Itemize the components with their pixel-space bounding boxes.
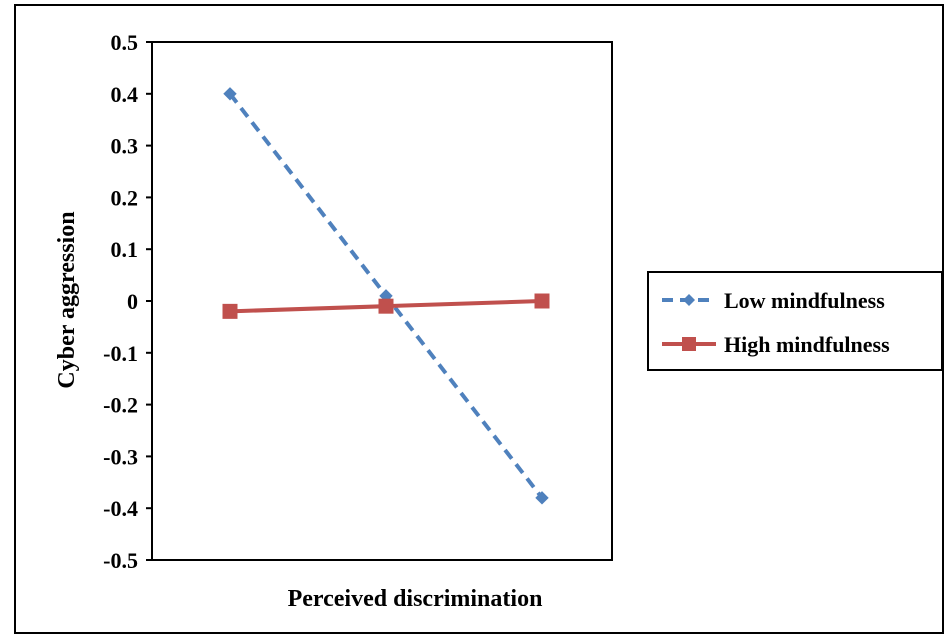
- y-tick-label: 0.3: [111, 134, 139, 159]
- y-tick-label: -0.2: [103, 393, 138, 418]
- series-layer: [222, 87, 550, 505]
- data-point-marker: [535, 491, 549, 505]
- y-axis: 0.5 0.4 0.3 0.2 0.1 0 -0.1 -0.2 -0.3 -0.4 -0.5: [103, 30, 152, 573]
- data-point-marker: [534, 293, 550, 309]
- series-high-mindfulness: [222, 293, 550, 319]
- y-tick-label: -0.4: [103, 496, 138, 521]
- legend-label: High mindfulness: [724, 332, 890, 357]
- y-tick-label: 0.1: [111, 237, 139, 262]
- y-axis-title: Cyber aggression: [54, 211, 80, 388]
- x-axis-title: Perceived discrimination: [288, 586, 543, 612]
- legend-swatch-marker: [682, 337, 696, 351]
- y-tick-label: -0.1: [103, 341, 138, 366]
- series-low-mindfulness: [223, 87, 549, 505]
- legend-box: [647, 271, 943, 371]
- y-tick-label: -0.3: [103, 444, 138, 469]
- legend-label: Low mindfulness: [724, 288, 885, 313]
- data-point-marker: [222, 303, 238, 319]
- data-point-marker: [378, 298, 394, 314]
- data-point-marker: [223, 87, 237, 101]
- y-tick-label: 0.5: [111, 30, 139, 55]
- legend-swatch-marker: [683, 294, 695, 306]
- y-tick-label: 0.4: [111, 82, 139, 107]
- y-tick-label: 0: [127, 289, 138, 314]
- legend: Low mindfulness High mindfulness: [647, 271, 943, 371]
- y-tick-label: 0.2: [111, 185, 139, 210]
- y-tick-label: -0.5: [103, 548, 138, 573]
